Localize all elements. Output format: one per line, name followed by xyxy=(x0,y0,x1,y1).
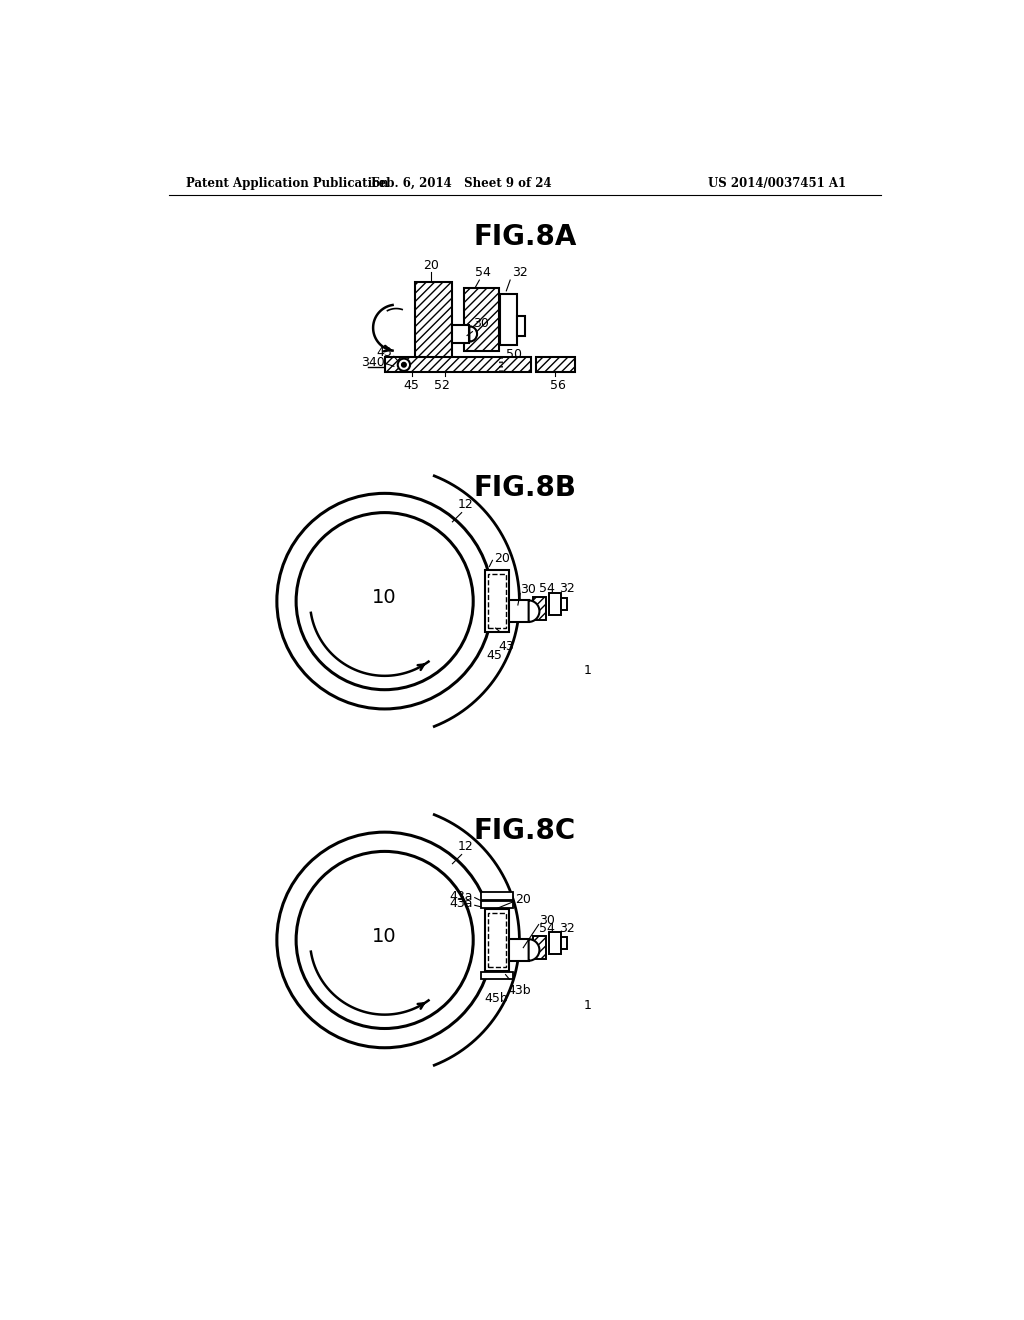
Text: 10: 10 xyxy=(373,927,397,945)
Text: FIG.8B: FIG.8B xyxy=(473,474,577,502)
Text: FIG.8C: FIG.8C xyxy=(474,817,575,845)
Wedge shape xyxy=(528,601,540,622)
Text: 52: 52 xyxy=(434,379,451,392)
Text: 340: 340 xyxy=(360,356,385,370)
Text: 43b: 43b xyxy=(508,983,531,997)
Circle shape xyxy=(296,512,473,689)
Text: 32: 32 xyxy=(512,267,527,280)
Circle shape xyxy=(397,359,410,371)
Bar xyxy=(385,358,531,372)
Bar xyxy=(484,570,509,632)
Text: 30: 30 xyxy=(520,583,536,597)
Circle shape xyxy=(276,832,493,1048)
Text: 20: 20 xyxy=(515,892,531,906)
Circle shape xyxy=(276,494,493,709)
Bar xyxy=(549,932,561,954)
Text: 54: 54 xyxy=(539,921,555,935)
Bar xyxy=(532,597,547,620)
Text: 30: 30 xyxy=(539,915,555,927)
Bar xyxy=(561,598,567,610)
Bar xyxy=(561,937,567,949)
Text: Feb. 6, 2014   Sheet 9 of 24: Feb. 6, 2014 Sheet 9 of 24 xyxy=(372,177,552,190)
Text: 43a: 43a xyxy=(450,890,473,903)
Text: 43: 43 xyxy=(499,640,514,652)
Text: 1: 1 xyxy=(584,664,591,677)
Text: 45b: 45b xyxy=(484,991,508,1005)
Text: 43a: 43a xyxy=(450,898,473,911)
Text: Patent Application Publication: Patent Application Publication xyxy=(186,177,388,190)
Text: 12: 12 xyxy=(458,498,473,511)
Text: 54: 54 xyxy=(475,267,492,280)
Circle shape xyxy=(401,363,407,367)
Text: 32: 32 xyxy=(559,921,575,935)
Bar xyxy=(517,317,525,335)
Bar xyxy=(453,325,469,343)
Bar xyxy=(500,294,517,345)
Bar xyxy=(464,288,499,351)
Bar xyxy=(481,900,513,908)
Text: 43: 43 xyxy=(377,346,392,359)
Circle shape xyxy=(296,851,473,1028)
Bar xyxy=(487,574,506,628)
Wedge shape xyxy=(528,940,540,961)
Text: 20: 20 xyxy=(494,552,510,565)
Bar xyxy=(416,281,453,359)
Bar xyxy=(537,358,574,372)
Text: 10: 10 xyxy=(373,587,397,607)
Bar xyxy=(532,936,547,960)
Text: 12: 12 xyxy=(458,840,473,853)
Text: 45: 45 xyxy=(403,379,420,392)
Text: 56: 56 xyxy=(550,379,566,392)
Bar xyxy=(481,972,513,979)
Text: US 2014/0037451 A1: US 2014/0037451 A1 xyxy=(708,177,846,190)
Text: 50: 50 xyxy=(506,348,521,362)
Text: 20: 20 xyxy=(423,259,439,272)
Bar xyxy=(481,892,513,900)
Text: 32: 32 xyxy=(559,582,575,594)
Bar xyxy=(487,913,506,966)
Bar xyxy=(509,940,528,961)
Text: 45: 45 xyxy=(486,649,503,661)
Wedge shape xyxy=(469,326,477,342)
Text: FIG.8A: FIG.8A xyxy=(473,223,577,251)
Text: 30: 30 xyxy=(473,317,489,330)
Bar xyxy=(509,601,528,622)
Bar xyxy=(549,594,561,615)
Text: 54: 54 xyxy=(539,582,555,594)
Bar xyxy=(484,909,509,970)
Text: 1: 1 xyxy=(584,999,591,1012)
